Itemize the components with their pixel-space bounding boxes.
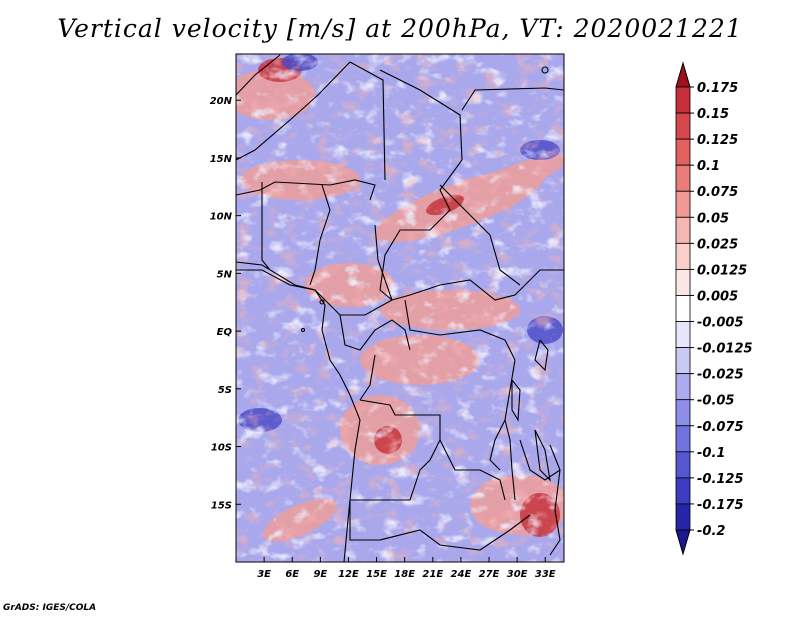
lat-tick-label: 10S [211,443,232,454]
lat-tick-label: 20N [210,96,233,107]
colorbar-label: -0.005 [697,316,744,331]
colorbar-label: 0.1 [697,159,720,174]
lon-tick-label: 9E [313,569,327,580]
colorbar-swatch [675,242,691,270]
colorbar-label: 0.005 [697,289,738,304]
colorbar-swatch [675,399,691,427]
colorbar-swatch [675,269,691,296]
lat-tick-label: 5S [218,385,232,396]
colorbar-label: -0.075 [697,420,744,435]
lon-tick-label: 6E [285,569,299,580]
colorbar: 0.175 0.15 0.125 0.1 0.075 0.05 0.025 0.0125 0.0… [675,61,753,556]
colorbar-swatch [675,190,691,218]
colorbar-over-arrow [675,61,691,88]
colorbar-label: -0.0125 [697,342,753,357]
country-borders [236,54,564,562]
colorbar-swatch [675,295,691,322]
colorbar-label: -0.025 [697,368,744,383]
lat-tick-label: 10N [210,212,233,223]
colorbar-label: -0.175 [697,498,744,513]
colorbar-swatch [675,138,691,166]
colorbar-swatch [675,477,691,505]
lat-tick-label: 5N [217,269,233,280]
lat-tick-label: 15N [210,154,233,165]
colorbar-swatch [675,347,691,375]
colorbar-label: 0.15 [697,107,729,122]
map-frame [235,53,565,563]
lon-tick-label: 18E [394,569,415,580]
lon-tick-label: 3E [257,569,271,580]
lon-tick-label: 21E [422,569,443,580]
lon-tick-label: 24E [451,569,472,580]
colorbar-swatch [675,164,691,192]
velocity-field [236,54,564,562]
lat-tick-label: EQ [217,327,233,338]
lon-tick-label: 33E [535,569,556,580]
longitude-axis: 3E 6E 9E 12E 15E 18E 21E 24E 27E 30E 33E [257,557,556,580]
colorbar-swatch [675,216,691,244]
colorbar-label: 0.075 [697,185,738,200]
colorbar-under-arrow [675,529,691,556]
colorbar-swatch [675,86,691,114]
colorbar-swatch [675,503,691,531]
colorbar-swatch [675,425,691,453]
colorbar-label: 0.05 [697,211,729,226]
colorbar-label: 0.025 [697,237,738,252]
colorbar-swatch [675,373,691,401]
colorbar-label: -0.2 [697,524,725,539]
colorbar-swatch [675,321,691,348]
lon-tick-label: 15E [366,569,387,580]
lon-tick-label: 27E [479,569,500,580]
colorbar-label: -0.1 [697,446,725,461]
colorbar-label: -0.125 [697,472,744,487]
lon-tick-label: 30E [507,569,528,580]
colorbar-label: -0.05 [697,394,734,409]
map-title: Vertical velocity [m/s] at 200hPa, VT: 2… [57,14,743,43]
lat-tick-label: 15S [211,500,232,511]
lon-tick-label: 12E [338,569,359,580]
colorbar-swatch [675,451,691,479]
latitude-axis: 20N 15N 10N 5N EQ 5S 10S 15S [210,96,241,511]
colorbar-label: 0.125 [697,133,738,148]
colorbar-swatch [675,112,691,140]
colorbar-label: 0.0125 [697,263,747,278]
grads-credit: GrADS: IGES/COLA [3,603,97,613]
colorbar-label: 0.175 [697,81,738,96]
